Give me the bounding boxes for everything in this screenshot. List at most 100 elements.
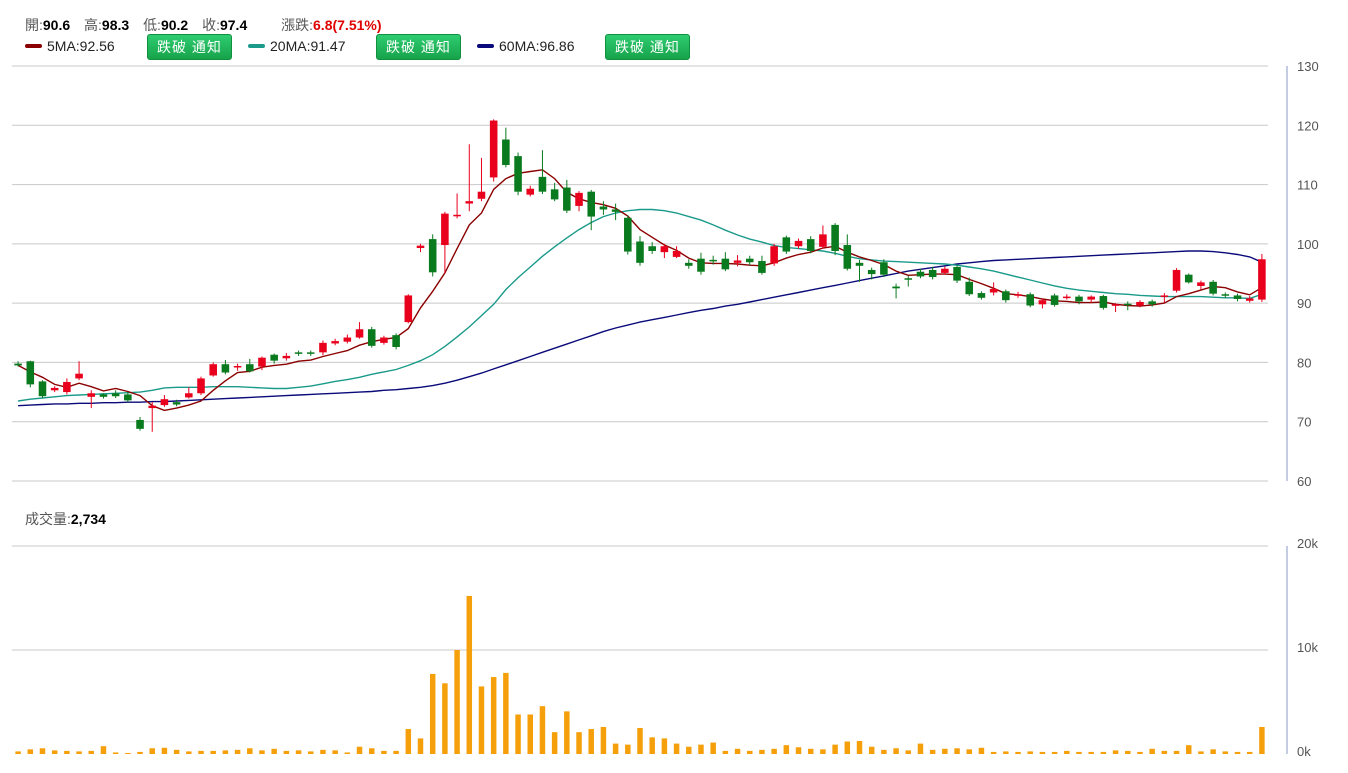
- volume-bar: [1259, 726, 1265, 754]
- candle: [1111, 303, 1120, 313]
- volume-bar: [51, 750, 58, 754]
- candle: [1172, 268, 1181, 293]
- candle-body: [514, 156, 522, 192]
- ma60-swatch: [477, 44, 494, 48]
- candle-body: [721, 258, 730, 270]
- volume-bar: [1088, 751, 1094, 754]
- candle: [867, 267, 876, 280]
- candle-body: [660, 246, 669, 253]
- candle: [916, 268, 925, 279]
- volume-bar: [747, 750, 753, 754]
- candle: [428, 234, 437, 277]
- volume-bar: [478, 686, 485, 754]
- candle-body: [111, 393, 120, 397]
- candle: [441, 211, 449, 274]
- candle: [831, 223, 839, 256]
- candle-body: [1148, 301, 1156, 305]
- candle-body: [197, 378, 205, 394]
- candle: [794, 238, 803, 249]
- candle: [185, 387, 193, 399]
- ma5-notify-button[interactable]: 跌破 通知: [147, 34, 232, 60]
- volume-bar: [295, 750, 302, 754]
- candle: [1087, 295, 1095, 304]
- candle-body: [831, 224, 839, 251]
- volume-bar: [1222, 751, 1229, 754]
- candle-body: [306, 352, 315, 354]
- candle: [1063, 294, 1071, 300]
- candle: [489, 119, 498, 182]
- price-tick-label: 90: [1297, 296, 1311, 311]
- candle-body: [392, 335, 400, 348]
- candle-body: [99, 394, 108, 397]
- volume-bar: [893, 748, 899, 754]
- volume-bar: [466, 595, 473, 754]
- candle: [563, 179, 571, 214]
- candle-body: [599, 206, 608, 210]
- price-tick-label: 70: [1297, 415, 1311, 430]
- candle-body: [806, 239, 815, 251]
- volume-bar: [759, 749, 765, 754]
- candle-body: [209, 364, 217, 376]
- volume-grid: [12, 545, 1268, 651]
- candle-body: [331, 341, 339, 344]
- candle-body: [75, 373, 83, 379]
- volume-bar: [954, 748, 960, 754]
- change-label: 漲跌:: [281, 17, 314, 33]
- ma20-notify-button[interactable]: 跌破 通知: [376, 34, 461, 60]
- ma60-notify-button[interactable]: 跌破 通知: [605, 34, 690, 60]
- volume-bar: [1076, 751, 1082, 754]
- candle-body: [648, 246, 656, 251]
- volume-bar: [881, 749, 887, 754]
- candle: [63, 378, 71, 395]
- volume-bar: [844, 741, 851, 754]
- candle-body: [953, 266, 961, 281]
- candle: [331, 338, 339, 346]
- volume-bars: [15, 595, 1265, 754]
- candle: [599, 201, 608, 215]
- volume-bar: [771, 748, 777, 754]
- candle-body: [355, 329, 364, 338]
- candle-body: [489, 120, 498, 178]
- candle-body: [1026, 294, 1034, 306]
- volume-bar: [39, 748, 46, 754]
- candle: [587, 189, 596, 231]
- volume-bar: [100, 746, 107, 754]
- open-label: 開:: [25, 17, 43, 33]
- volume-bar: [503, 672, 509, 754]
- ma20-swatch: [248, 44, 265, 48]
- candle-body: [1111, 304, 1120, 306]
- volume-bar: [1149, 748, 1155, 754]
- candle: [502, 127, 510, 168]
- candle: [758, 255, 766, 275]
- candle-body: [246, 364, 254, 372]
- candle-body: [50, 387, 59, 391]
- candle-body: [319, 342, 327, 353]
- volume-bar: [1161, 750, 1168, 754]
- candle: [636, 236, 644, 266]
- candle: [624, 215, 632, 255]
- candle-body: [758, 261, 766, 273]
- candle: [575, 191, 583, 212]
- volume-bar: [1198, 751, 1204, 754]
- candle: [1221, 292, 1230, 298]
- volume-bar: [393, 750, 399, 754]
- candle-body: [1233, 295, 1242, 299]
- ma60-label: 60MA:96.86: [499, 38, 575, 54]
- volume-bar: [1173, 750, 1180, 754]
- volume-bar: [76, 751, 82, 754]
- candle: [550, 182, 559, 202]
- candle: [745, 255, 754, 266]
- candle-body: [1050, 295, 1059, 305]
- candle-body: [563, 187, 571, 211]
- volume-bar: [1125, 750, 1131, 754]
- candle-body: [855, 262, 864, 266]
- volume-bar: [929, 749, 936, 754]
- candle-body: [575, 192, 583, 206]
- candle: [721, 252, 730, 272]
- volume-tick-label: 20k: [1297, 536, 1318, 551]
- candle: [989, 282, 998, 296]
- candle-body: [1160, 295, 1169, 297]
- candle: [514, 152, 522, 196]
- candle-body: [1099, 296, 1108, 308]
